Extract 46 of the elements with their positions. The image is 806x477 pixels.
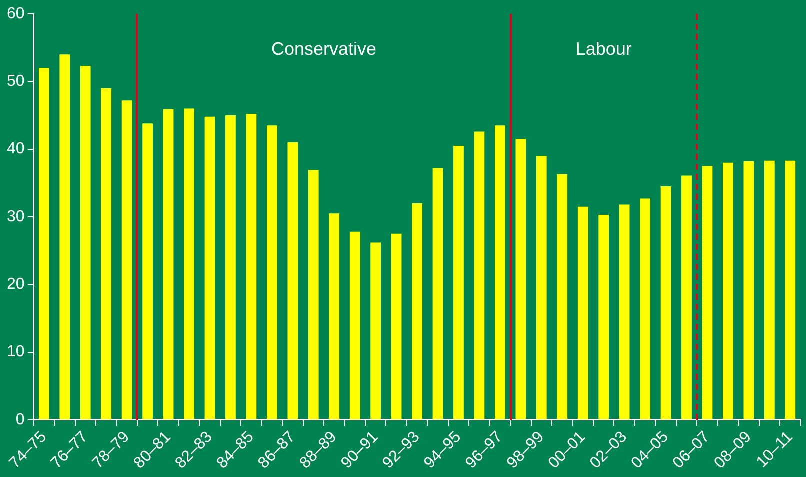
bar xyxy=(557,174,568,420)
annotation: Conservative xyxy=(271,38,377,59)
y-tick-label: 40 xyxy=(7,140,25,158)
bar xyxy=(38,68,50,420)
bar xyxy=(350,232,360,420)
bar xyxy=(785,160,796,420)
bar xyxy=(578,206,588,420)
bar xyxy=(536,156,547,420)
bar xyxy=(60,54,70,420)
y-tick-label: 50 xyxy=(7,73,25,90)
bar xyxy=(122,100,132,420)
bar xyxy=(702,166,713,420)
bar xyxy=(101,88,112,420)
bar xyxy=(308,170,319,420)
bar xyxy=(391,234,402,420)
bar xyxy=(226,115,236,420)
bar xyxy=(246,114,257,420)
bar xyxy=(288,142,298,420)
bar xyxy=(80,66,91,420)
annotation: Labour xyxy=(576,38,632,59)
bar xyxy=(204,116,216,420)
bar xyxy=(412,203,422,420)
bar xyxy=(723,162,734,420)
bar xyxy=(744,162,754,420)
bar xyxy=(432,168,444,420)
bar xyxy=(142,124,153,420)
y-tick-label: 10 xyxy=(7,344,25,361)
bar xyxy=(516,139,526,420)
bar xyxy=(454,146,464,420)
bar xyxy=(495,126,506,420)
y-tick-label: 20 xyxy=(7,276,25,294)
bar xyxy=(640,198,650,420)
y-tick-label: 60 xyxy=(7,5,25,22)
y-tick-label: 30 xyxy=(7,208,25,226)
bar xyxy=(163,109,174,420)
bar xyxy=(764,160,775,420)
bar xyxy=(660,186,672,420)
bar xyxy=(370,242,382,420)
bar xyxy=(474,132,485,420)
bar xyxy=(329,214,340,420)
y-tick-label: 0 xyxy=(16,411,25,428)
bar xyxy=(682,176,692,420)
bar xyxy=(598,214,610,420)
bar xyxy=(184,108,194,420)
bar xyxy=(266,126,278,420)
bar xyxy=(619,204,630,420)
